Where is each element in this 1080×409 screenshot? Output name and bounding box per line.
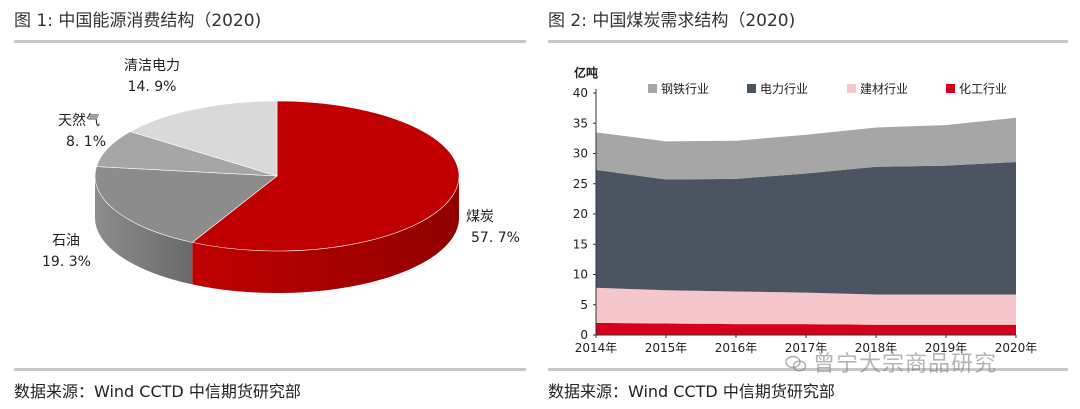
pie-label-name: 天然气: [58, 112, 100, 129]
source-divider: [14, 368, 526, 371]
legend-label: 化工行业: [959, 82, 1007, 96]
legend-swatch: [648, 84, 657, 93]
pie-label-value: 14. 9%: [128, 79, 177, 95]
pie-slice: [129, 100, 278, 177]
data-source: 数据来源：Wind CCTD 中信期货研究部: [548, 382, 835, 401]
x-tick-label: 2016年: [715, 341, 758, 355]
energy-pie-chart: 煤炭 57. 7% 石油 19. 3% 天然气 8. 1% 清洁电力 14. 9%: [42, 58, 520, 293]
y-tick-label: 35: [573, 116, 588, 130]
figure-title: 图 2: 中国煤炭需求结构（2020): [548, 11, 796, 31]
x-tick-label: 2014年: [575, 341, 618, 355]
legend-swatch: [946, 84, 955, 93]
title-divider: [548, 40, 1068, 43]
energy-consumption-panel: 图 1: 中国能源消费结构（2020) 煤炭 57. 7% 石油 19. 3% 天然气 8…: [14, 0, 526, 409]
pie-label-name: 煤炭: [466, 209, 494, 225]
watermark: 曾宁大宗商品研究: [785, 346, 997, 378]
x-tick-label: 2018年: [855, 341, 898, 355]
area-series-0: [596, 117, 1016, 180]
area-series-2: [596, 287, 1016, 325]
coal-demand-area-chart: 0 5 10 15 20 25 30 35 40 亿吨 2014年 2015年 2016年 2017年 20…: [573, 65, 1038, 355]
legend-label: 建材行业: [860, 82, 908, 96]
watermark-text: 曾宁大宗商品研究: [813, 352, 998, 377]
data-source: 数据来源：Wind CCTD 中信期货研究部: [14, 382, 301, 401]
pie-label-name: 石油: [52, 233, 80, 249]
pie-side-shade: [192, 176, 459, 293]
y-axis-unit: 亿吨: [574, 65, 598, 80]
area-series-1: [596, 161, 1016, 295]
y-tick-label: 40: [573, 86, 588, 100]
y-tick-label: 0: [580, 328, 588, 342]
y-tick-label: 15: [573, 237, 588, 251]
y-tick-label: 10: [573, 268, 588, 282]
pie-label-value: 57. 7%: [471, 230, 520, 246]
x-tick-label: 2019年: [925, 341, 968, 355]
legend-label: 电力行业: [760, 82, 808, 96]
pie-slice: [191, 100, 460, 252]
pie-slice: [96, 131, 278, 177]
y-tick-label: 5: [580, 298, 588, 312]
pie-label-value: 8. 1%: [66, 134, 106, 150]
legend-label: 钢铁行业: [661, 82, 709, 96]
coal-demand-panel: 图 2: 中国煤炭需求结构（2020) 0 5 10 15 20 25 30 35 40 亿吨 20…: [548, 0, 1068, 409]
area-series-3: [596, 322, 1016, 335]
y-tick-label: 30: [573, 147, 588, 161]
x-tick-label: 2015年: [645, 341, 688, 355]
legend-swatch: [847, 84, 856, 93]
y-tick-label: 25: [573, 177, 588, 191]
pie-label-name: 清洁电力: [124, 58, 180, 74]
title-divider: [14, 40, 526, 43]
source-divider: [548, 368, 1068, 371]
legend-swatch: [747, 84, 756, 93]
pie-label-value: 19. 3%: [42, 254, 91, 270]
x-tick-label: 2017年: [785, 341, 828, 355]
x-tick-label: 2020年: [995, 341, 1038, 355]
figure-title: 图 1: 中国能源消费结构（2020): [14, 11, 262, 31]
pie-slice: [94, 166, 278, 243]
wechat-icon: [785, 355, 807, 372]
y-tick-label: 20: [573, 207, 588, 221]
pie-side-shade: [95, 176, 193, 285]
